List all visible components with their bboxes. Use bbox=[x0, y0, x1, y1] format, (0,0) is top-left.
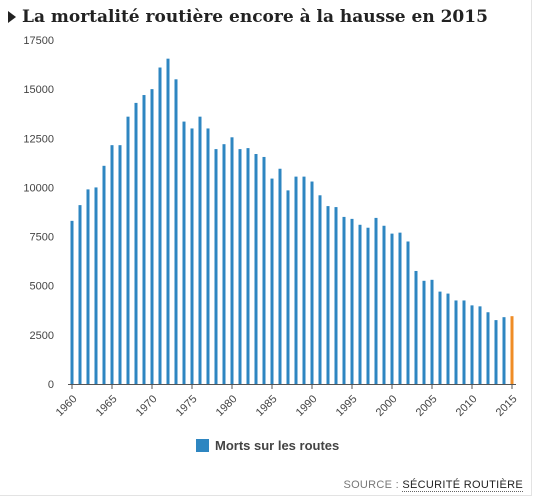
bar bbox=[110, 145, 114, 384]
x-tick-label: 1965 bbox=[94, 393, 120, 419]
bar bbox=[470, 305, 474, 384]
bar bbox=[382, 225, 386, 384]
bar bbox=[78, 205, 82, 384]
bar bbox=[214, 149, 218, 384]
bar bbox=[246, 148, 250, 384]
bar bbox=[494, 320, 498, 384]
x-tick-label: 1980 bbox=[214, 393, 240, 419]
bar bbox=[294, 176, 298, 384]
bar bbox=[190, 128, 194, 384]
bar bbox=[286, 190, 290, 384]
y-tick-label: 2500 bbox=[30, 330, 54, 342]
bar-chart: 0 2500 5000 7500 10000 12500 15000 17500 1960 196… bbox=[23, 35, 520, 419]
bar bbox=[182, 121, 186, 384]
bar bbox=[230, 137, 234, 384]
bar bbox=[254, 154, 258, 384]
bar bbox=[462, 300, 466, 384]
bar bbox=[374, 217, 378, 384]
y-tick-label: 17500 bbox=[23, 35, 54, 47]
x-tick-label: 1960 bbox=[54, 393, 80, 419]
bar bbox=[278, 168, 282, 384]
bar bbox=[350, 218, 354, 384]
y-tick-label: 10000 bbox=[23, 182, 54, 194]
x-tick-label: 1970 bbox=[134, 393, 160, 419]
bar bbox=[318, 195, 322, 384]
bar bbox=[270, 178, 274, 384]
bar bbox=[198, 116, 202, 384]
chart-title: La mortalité routière encore à la hausse… bbox=[22, 7, 488, 27]
y-tick-label: 12500 bbox=[23, 133, 54, 145]
bar bbox=[142, 95, 146, 384]
y-tick-label: 0 bbox=[48, 379, 54, 391]
source-note: SOURCE : SÉCURITÉ ROUTIÈRE bbox=[343, 479, 523, 492]
x-tick-label: 2000 bbox=[374, 393, 400, 419]
legend: Morts sur les routes bbox=[196, 438, 339, 453]
bar bbox=[86, 189, 90, 384]
bar-highlight bbox=[510, 316, 514, 384]
x-tick-label: 2010 bbox=[454, 393, 480, 419]
x-tick-label: 2005 bbox=[414, 393, 440, 419]
legend-swatch bbox=[196, 439, 209, 452]
bar bbox=[134, 102, 138, 385]
bar bbox=[438, 291, 442, 384]
bar bbox=[166, 58, 170, 385]
bar bbox=[454, 300, 458, 384]
bar bbox=[150, 89, 154, 384]
bar bbox=[446, 293, 450, 384]
bar bbox=[430, 279, 434, 384]
bar bbox=[118, 145, 122, 384]
triangle-right-icon bbox=[8, 11, 16, 23]
bar bbox=[422, 280, 426, 384]
bar bbox=[262, 156, 266, 384]
bar bbox=[414, 270, 418, 384]
x-tick-label: 1995 bbox=[334, 393, 360, 419]
bar bbox=[174, 79, 178, 384]
legend-label: Morts sur les routes bbox=[215, 438, 340, 453]
bar bbox=[502, 317, 506, 384]
bar bbox=[334, 207, 338, 384]
title-row: La mortalité routière encore à la hausse… bbox=[8, 5, 488, 29]
x-tick-label: 1990 bbox=[294, 393, 320, 419]
y-tick-label: 5000 bbox=[30, 281, 54, 293]
bar bbox=[478, 306, 482, 384]
source-link[interactable]: SÉCURITÉ ROUTIÈRE bbox=[402, 479, 523, 492]
bar bbox=[102, 165, 106, 384]
bar bbox=[326, 206, 330, 384]
bar bbox=[342, 216, 346, 384]
y-tick-label: 15000 bbox=[23, 84, 54, 96]
bar bbox=[310, 181, 314, 384]
bar bbox=[206, 128, 210, 384]
bar bbox=[358, 224, 362, 384]
bar bbox=[158, 67, 162, 385]
bar bbox=[406, 241, 410, 384]
y-tick-label: 7500 bbox=[30, 232, 54, 244]
source-label: SOURCE : bbox=[343, 479, 400, 491]
bar bbox=[238, 149, 242, 384]
bar bbox=[302, 176, 306, 384]
bar bbox=[366, 227, 370, 384]
bar bbox=[94, 187, 98, 384]
bar bbox=[486, 312, 490, 384]
x-tick-label: 1985 bbox=[254, 393, 280, 419]
bar bbox=[222, 144, 226, 384]
bar bbox=[70, 220, 74, 384]
bar bbox=[390, 233, 394, 384]
x-tick-label: 2015 bbox=[494, 393, 520, 419]
bar bbox=[126, 116, 130, 384]
bar bbox=[398, 232, 402, 384]
x-tick-label: 1975 bbox=[174, 393, 200, 419]
